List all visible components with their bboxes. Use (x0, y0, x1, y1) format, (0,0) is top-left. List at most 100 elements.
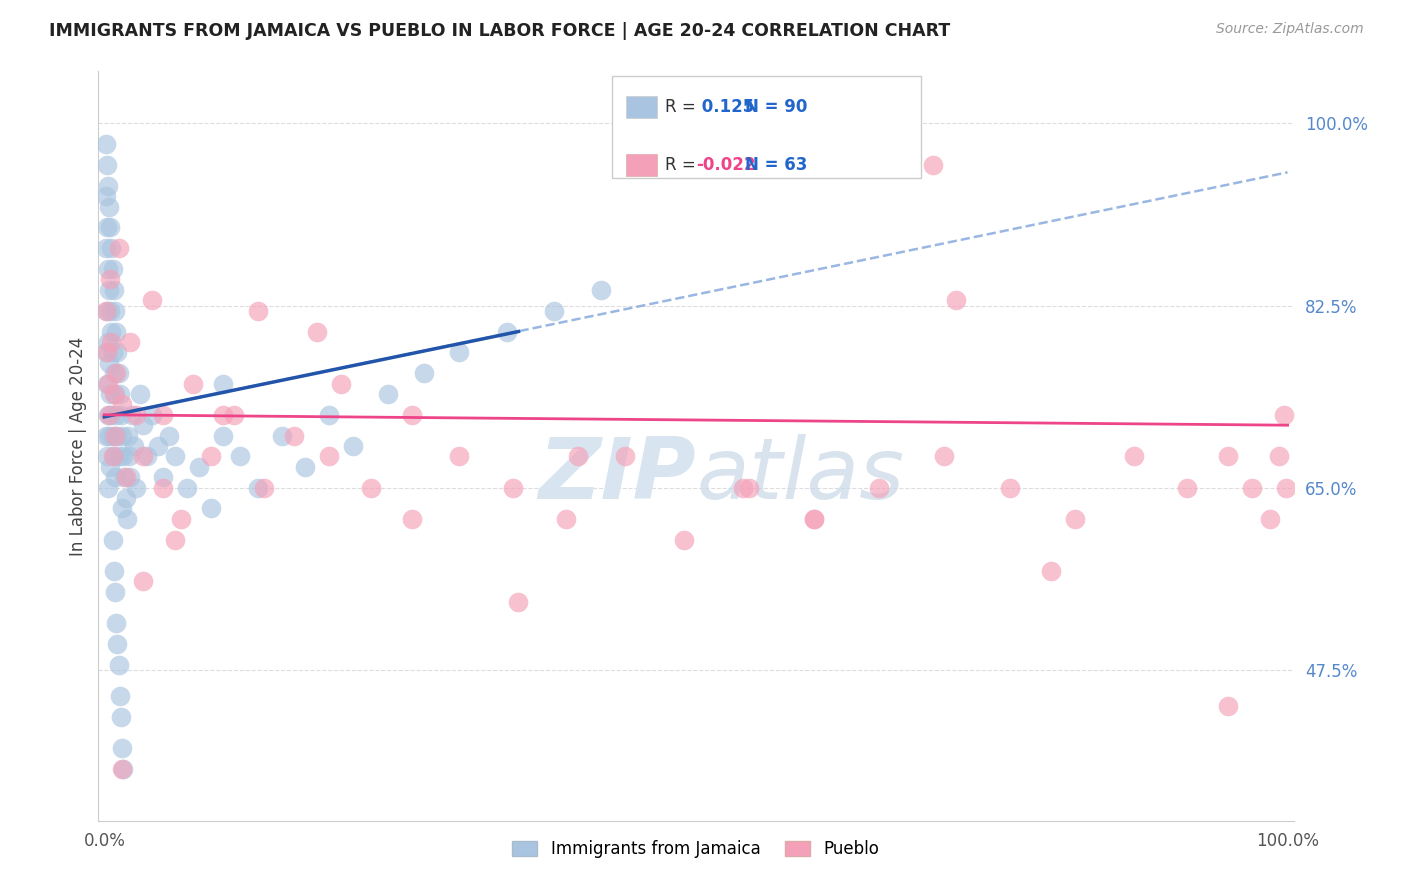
Point (96, 303, 118, 318)
Point (120, 470, 142, 484)
Point (94, 137, 117, 152)
Text: N = 63: N = 63 (745, 156, 807, 174)
Point (111, 501, 134, 516)
Point (318, 408, 340, 422)
Point (97, 408, 120, 422)
Point (105, 408, 128, 422)
Point (118, 450, 141, 464)
Point (229, 450, 252, 464)
Point (115, 512, 138, 526)
Point (94, 428, 117, 442)
Point (125, 408, 148, 422)
Point (101, 345, 124, 359)
Point (122, 439, 145, 453)
Point (101, 450, 124, 464)
Text: -0.022: -0.022 (696, 156, 755, 174)
Point (945, 293, 967, 308)
Point (318, 450, 340, 464)
Point (112, 450, 135, 464)
Point (107, 366, 129, 380)
Point (94, 241, 117, 255)
Text: R =: R = (665, 156, 702, 174)
Point (733, 481, 755, 495)
Point (554, 512, 576, 526)
Point (1175, 481, 1198, 495)
Point (176, 481, 198, 495)
Point (170, 512, 193, 526)
Point (110, 709, 132, 723)
Point (449, 450, 471, 464)
Text: Source: ZipAtlas.com: Source: ZipAtlas.com (1216, 22, 1364, 37)
Point (181, 376, 204, 391)
Point (132, 450, 155, 464)
Point (401, 512, 423, 526)
Point (224, 408, 246, 422)
Point (96, 345, 118, 359)
Point (103, 283, 125, 297)
Point (449, 345, 471, 359)
Point (105, 325, 128, 339)
Point (136, 450, 159, 464)
Point (100, 241, 122, 255)
Point (108, 689, 131, 703)
Point (342, 439, 364, 453)
Point (97, 334, 120, 349)
Point (111, 740, 134, 755)
Point (200, 450, 222, 464)
Point (98, 303, 121, 318)
Point (934, 450, 956, 464)
Point (103, 366, 125, 380)
Point (1218, 450, 1240, 464)
Text: R =: R = (665, 98, 702, 116)
Point (132, 574, 155, 589)
Point (117, 428, 139, 442)
Point (104, 584, 127, 599)
Point (165, 450, 187, 464)
Point (738, 481, 761, 495)
Point (1241, 481, 1264, 495)
Point (98, 283, 121, 297)
Point (112, 762, 135, 776)
Point (108, 387, 131, 401)
Point (330, 376, 353, 391)
Point (1272, 408, 1295, 422)
Point (200, 501, 222, 516)
Point (100, 408, 122, 422)
Point (360, 481, 382, 495)
Point (614, 450, 637, 464)
Text: IMMIGRANTS FROM JAMAICA VS PUEBLO IN LABOR FORCE | AGE 20-24 CORRELATION CHART: IMMIGRANTS FROM JAMAICA VS PUEBLO IN LAB… (49, 22, 950, 40)
Point (98, 428, 121, 442)
Point (105, 615, 128, 630)
Point (125, 481, 148, 495)
Point (152, 481, 174, 495)
Point (98, 200, 121, 214)
Point (104, 470, 127, 484)
Point (998, 481, 1021, 495)
Point (502, 481, 524, 495)
Point (132, 418, 155, 433)
Point (104, 303, 127, 318)
Point (307, 325, 329, 339)
Point (110, 408, 132, 422)
Point (294, 459, 316, 474)
Point (1122, 450, 1144, 464)
Point (120, 334, 142, 349)
Point (283, 428, 305, 442)
Legend: Immigrants from Jamaica, Pueblo: Immigrants from Jamaica, Pueblo (506, 833, 886, 864)
Point (673, 533, 696, 547)
Point (97, 481, 120, 495)
Point (104, 387, 127, 401)
Point (188, 459, 211, 474)
Point (96, 450, 118, 464)
Point (247, 481, 270, 495)
Point (114, 491, 136, 505)
Point (1258, 512, 1281, 526)
Point (495, 325, 517, 339)
Point (128, 387, 150, 401)
Text: N = 90: N = 90 (745, 98, 807, 116)
Point (101, 533, 124, 547)
Point (104, 428, 127, 442)
Point (98, 459, 121, 474)
Point (94, 345, 117, 359)
Y-axis label: In Labor Force | Age 20-24: In Labor Force | Age 20-24 (69, 336, 87, 556)
